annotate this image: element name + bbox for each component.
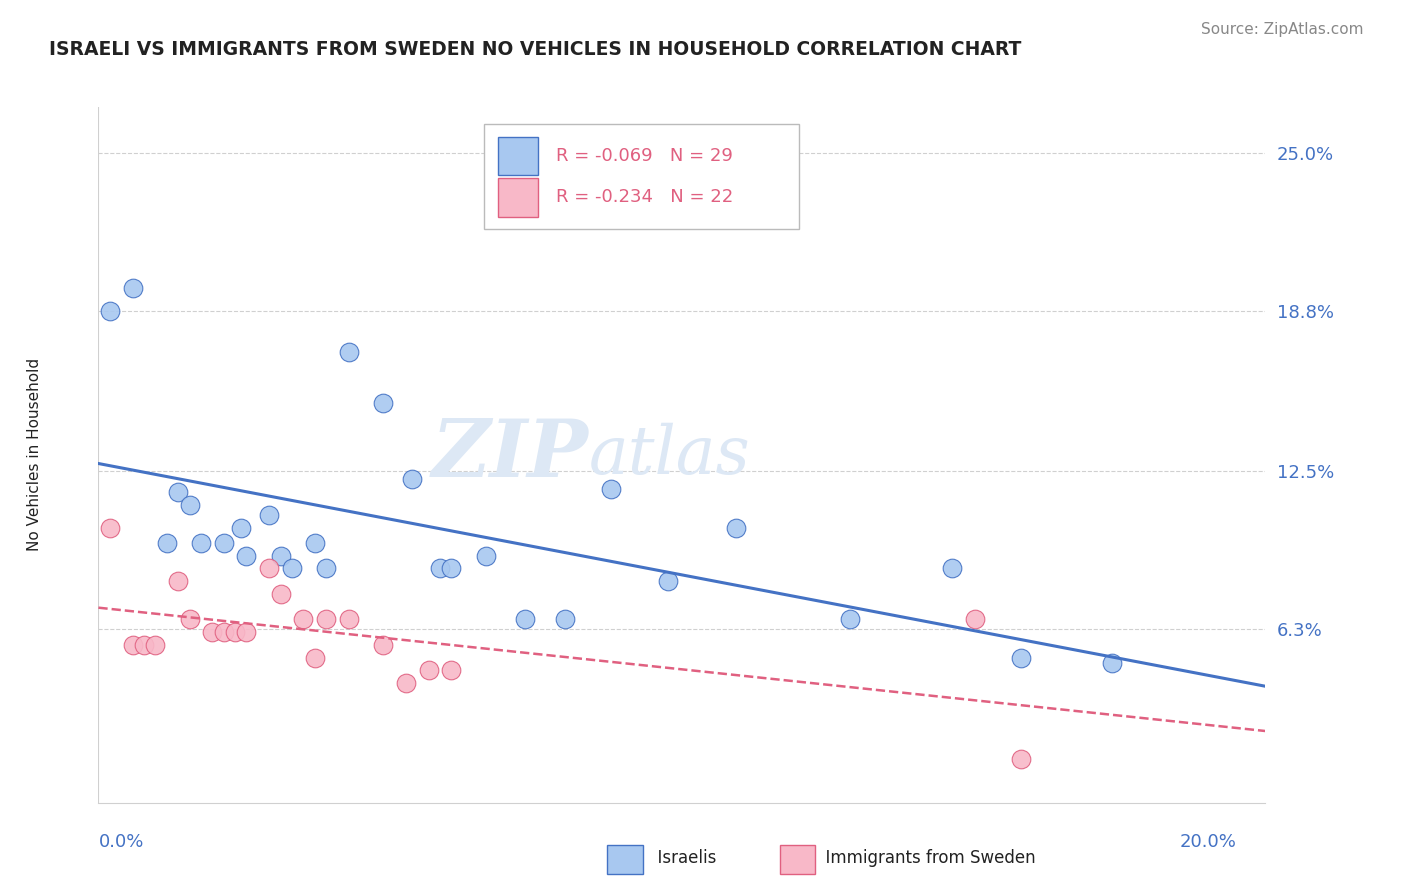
Text: Immigrants from Sweden: Immigrants from Sweden bbox=[815, 849, 1036, 867]
Point bbox=[418, 663, 440, 677]
Point bbox=[270, 587, 292, 601]
Point bbox=[212, 625, 235, 640]
Point bbox=[201, 625, 224, 640]
Point bbox=[440, 663, 463, 677]
Point bbox=[179, 498, 201, 512]
Point bbox=[315, 561, 337, 575]
Point bbox=[167, 484, 190, 499]
Point bbox=[121, 638, 143, 652]
Point bbox=[965, 612, 987, 626]
Text: ISRAELI VS IMMIGRANTS FROM SWEDEN NO VEHICLES IN HOUSEHOLD CORRELATION CHART: ISRAELI VS IMMIGRANTS FROM SWEDEN NO VEH… bbox=[49, 40, 1022, 59]
Point bbox=[235, 625, 257, 640]
Text: R = -0.069   N = 29: R = -0.069 N = 29 bbox=[555, 147, 733, 165]
Point bbox=[371, 395, 394, 409]
Point bbox=[1010, 650, 1032, 665]
Point bbox=[292, 612, 315, 626]
Point bbox=[98, 304, 121, 318]
FancyBboxPatch shape bbox=[498, 178, 538, 217]
FancyBboxPatch shape bbox=[484, 124, 799, 229]
Point bbox=[554, 612, 576, 626]
Point bbox=[132, 638, 155, 652]
Point bbox=[167, 574, 190, 588]
Point bbox=[190, 536, 212, 550]
Point bbox=[121, 281, 143, 295]
Point bbox=[143, 638, 166, 652]
Text: 0.0%: 0.0% bbox=[98, 833, 143, 851]
Point bbox=[315, 612, 337, 626]
Text: atlas: atlas bbox=[589, 422, 751, 488]
Text: No Vehicles in Household: No Vehicles in Household bbox=[27, 359, 42, 551]
Point bbox=[229, 520, 252, 534]
Point bbox=[724, 520, 747, 534]
Point bbox=[838, 612, 860, 626]
Text: Israelis: Israelis bbox=[647, 849, 716, 867]
Point bbox=[281, 561, 304, 575]
Point bbox=[474, 549, 496, 563]
Point bbox=[1101, 656, 1123, 670]
Point bbox=[270, 549, 292, 563]
Point bbox=[371, 638, 394, 652]
Point bbox=[401, 472, 423, 486]
Text: Source: ZipAtlas.com: Source: ZipAtlas.com bbox=[1201, 22, 1364, 37]
Point bbox=[515, 612, 537, 626]
Point bbox=[179, 612, 201, 626]
Point bbox=[156, 536, 179, 550]
Text: ZIP: ZIP bbox=[432, 417, 589, 493]
Point bbox=[599, 483, 621, 497]
Point bbox=[941, 561, 963, 575]
Point bbox=[440, 561, 463, 575]
Text: 20.0%: 20.0% bbox=[1180, 833, 1237, 851]
Point bbox=[657, 574, 679, 588]
Point bbox=[337, 344, 360, 359]
Point bbox=[304, 650, 326, 665]
Point bbox=[257, 561, 280, 575]
Point bbox=[1010, 752, 1032, 766]
Point bbox=[395, 676, 418, 690]
Point bbox=[235, 549, 257, 563]
Point bbox=[337, 612, 360, 626]
Point bbox=[429, 561, 451, 575]
Point bbox=[98, 520, 121, 534]
Point bbox=[304, 536, 326, 550]
FancyBboxPatch shape bbox=[498, 136, 538, 175]
Point bbox=[257, 508, 280, 522]
Point bbox=[224, 625, 246, 640]
Point bbox=[212, 536, 235, 550]
Text: R = -0.234   N = 22: R = -0.234 N = 22 bbox=[555, 188, 733, 206]
